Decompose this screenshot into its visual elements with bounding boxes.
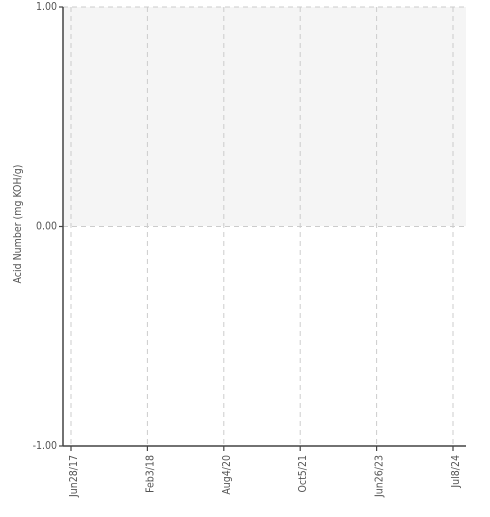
x-tick-label: Feb3/18: [144, 455, 156, 493]
y-tick-labels: 1.00 0.00 -1.00: [33, 1, 63, 452]
y-tick-label: 1.00: [36, 1, 57, 13]
x-tick-label: Jun26/23: [374, 455, 386, 498]
x-tick-label: Oct5/21: [297, 455, 309, 493]
x-gridlines: [70, 7, 454, 446]
y-axis-label: Acid Number (mg KOH/g): [12, 165, 24, 284]
y-gridlines: [63, 6, 466, 227]
x-tick-labels: Jun28/17 Feb3/18 Aug4/20 Oct5/21 Jun26/23 Jul…: [68, 446, 462, 498]
x-tick-label: Jul8/24: [450, 455, 462, 489]
x-tick-label: Jun28/17: [68, 455, 80, 498]
y-tick-label: 0.00: [36, 221, 57, 233]
positive-range-band: [63, 7, 466, 226]
x-tick-label: Aug4/20: [221, 455, 233, 495]
y-tick-label: -1.00: [33, 440, 57, 452]
